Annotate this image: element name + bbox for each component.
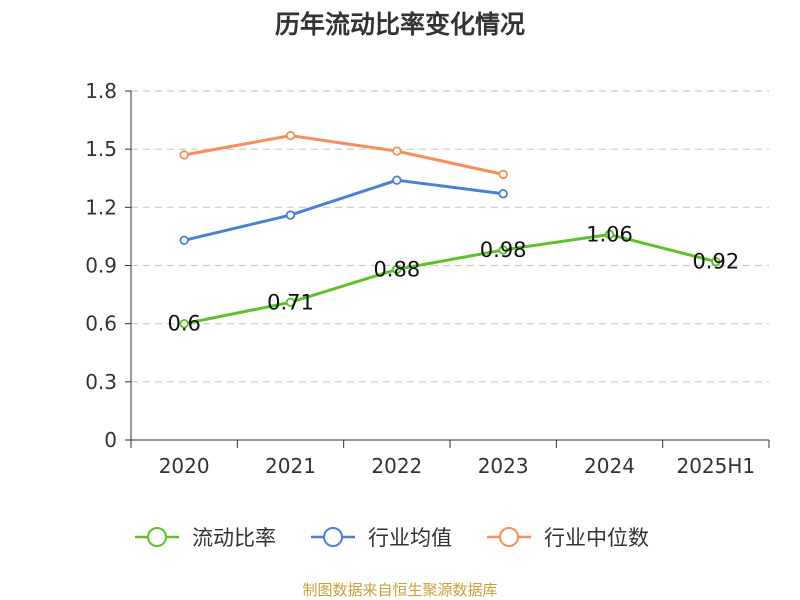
y-tick-label: 0.3	[85, 370, 117, 394]
y-tick-label: 0.9	[85, 254, 117, 278]
series-line	[183, 178, 504, 242]
data-point	[179, 318, 189, 329]
data-point	[711, 256, 721, 267]
x-tick-label: 2021	[265, 454, 316, 478]
series-group	[179, 130, 721, 329]
data-point	[498, 169, 508, 180]
y-tick-label: 1.2	[85, 195, 117, 219]
data-point	[498, 189, 508, 199]
data-label: 0.71	[267, 290, 314, 314]
data-label: 0.88	[373, 257, 420, 281]
y-tick-label: 1.8	[85, 79, 117, 103]
x-tick-label: 2023	[478, 454, 529, 478]
legend-label: 行业均值	[368, 526, 452, 550]
data-point	[179, 150, 189, 160]
data-labels: 0.6 0.71 0.88 0.98 1.06 0.92	[167, 222, 739, 335]
data-point	[285, 297, 296, 308]
axes: 0 0.3 0.6 0.9 1.2 1.5 1.8 2020 2021 2022 2023 2024 2…	[85, 79, 770, 478]
x-tick-label: 2024	[584, 454, 635, 478]
chart-title: 历年流动比率变化情况	[275, 10, 525, 39]
source-note: 制图数据来自恒生聚源数据库	[302, 581, 497, 599]
data-label: 1.06	[586, 222, 633, 246]
data-label: 0.92	[692, 250, 739, 274]
legend-marker	[323, 527, 343, 547]
data-point	[392, 264, 402, 275]
data-label: 0.6	[167, 312, 200, 336]
legend: 流动比率 行业均值 行业中位数	[135, 526, 649, 550]
x-tick-label: 2025H1	[676, 454, 755, 478]
data-point	[498, 245, 508, 255]
legend-label: 流动比率	[192, 526, 276, 550]
series-line	[183, 134, 504, 176]
data-label: 0.98	[480, 238, 527, 262]
y-tick-label: 1.5	[85, 137, 117, 161]
data-point	[392, 175, 402, 185]
data-point	[285, 130, 296, 141]
data-point	[604, 229, 615, 240]
data-point	[392, 146, 402, 156]
x-tick-label: 2020	[159, 454, 210, 478]
series-line	[183, 232, 717, 326]
data-point	[285, 210, 296, 220]
y-tick-label: 0	[104, 428, 117, 452]
grid-lines	[131, 90, 769, 383]
legend-marker	[147, 527, 167, 547]
y-tick-label: 0.6	[85, 312, 117, 336]
x-tick-label: 2022	[371, 454, 422, 478]
data-point	[179, 235, 189, 245]
legend-label: 行业中位数	[544, 526, 649, 550]
legend-marker	[499, 527, 519, 547]
